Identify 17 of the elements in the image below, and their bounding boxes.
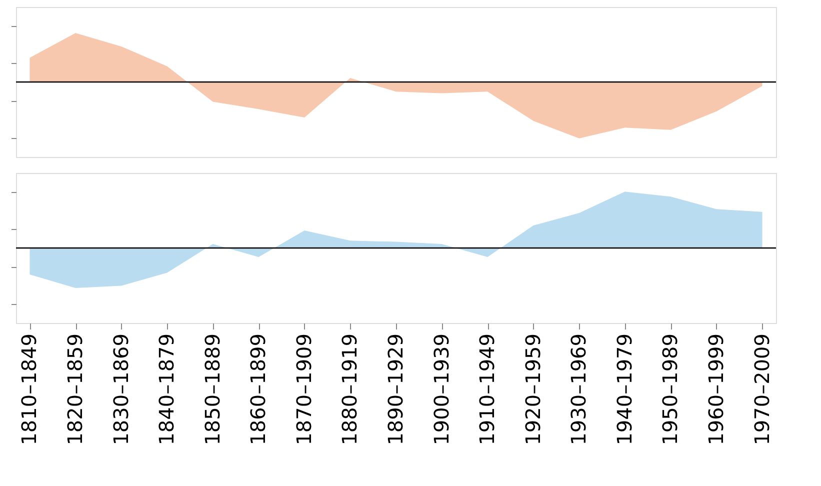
x-tick-label: 1850–1889 [200, 334, 224, 446]
x-tick-label: 1810–1849 [17, 334, 42, 446]
x-tick-label: 1840–1879 [154, 334, 179, 446]
x-tick-label: 1880–1919 [338, 334, 362, 446]
x-tick-label: 1910–1949 [475, 334, 500, 446]
x-tick-label: 1960–1999 [704, 334, 728, 446]
x-tick-label: 1950–1989 [658, 334, 682, 446]
x-tick-label: 1970–2009 [750, 334, 774, 446]
x-tick-label: 1870–1909 [292, 334, 316, 446]
x-tick-label: 1940–1979 [612, 334, 636, 446]
x-tick-label: 1920–1959 [520, 334, 545, 446]
x-tick-label: 1900–1939 [429, 334, 454, 446]
x-tick-label: 1890–1929 [384, 334, 408, 446]
x-tick-label: 1820–1859 [63, 334, 88, 446]
x-tick-label: 1830–1869 [108, 334, 133, 446]
x-tick-label: 1860–1899 [246, 334, 270, 446]
x-tick-label: 1930–1969 [566, 334, 591, 446]
